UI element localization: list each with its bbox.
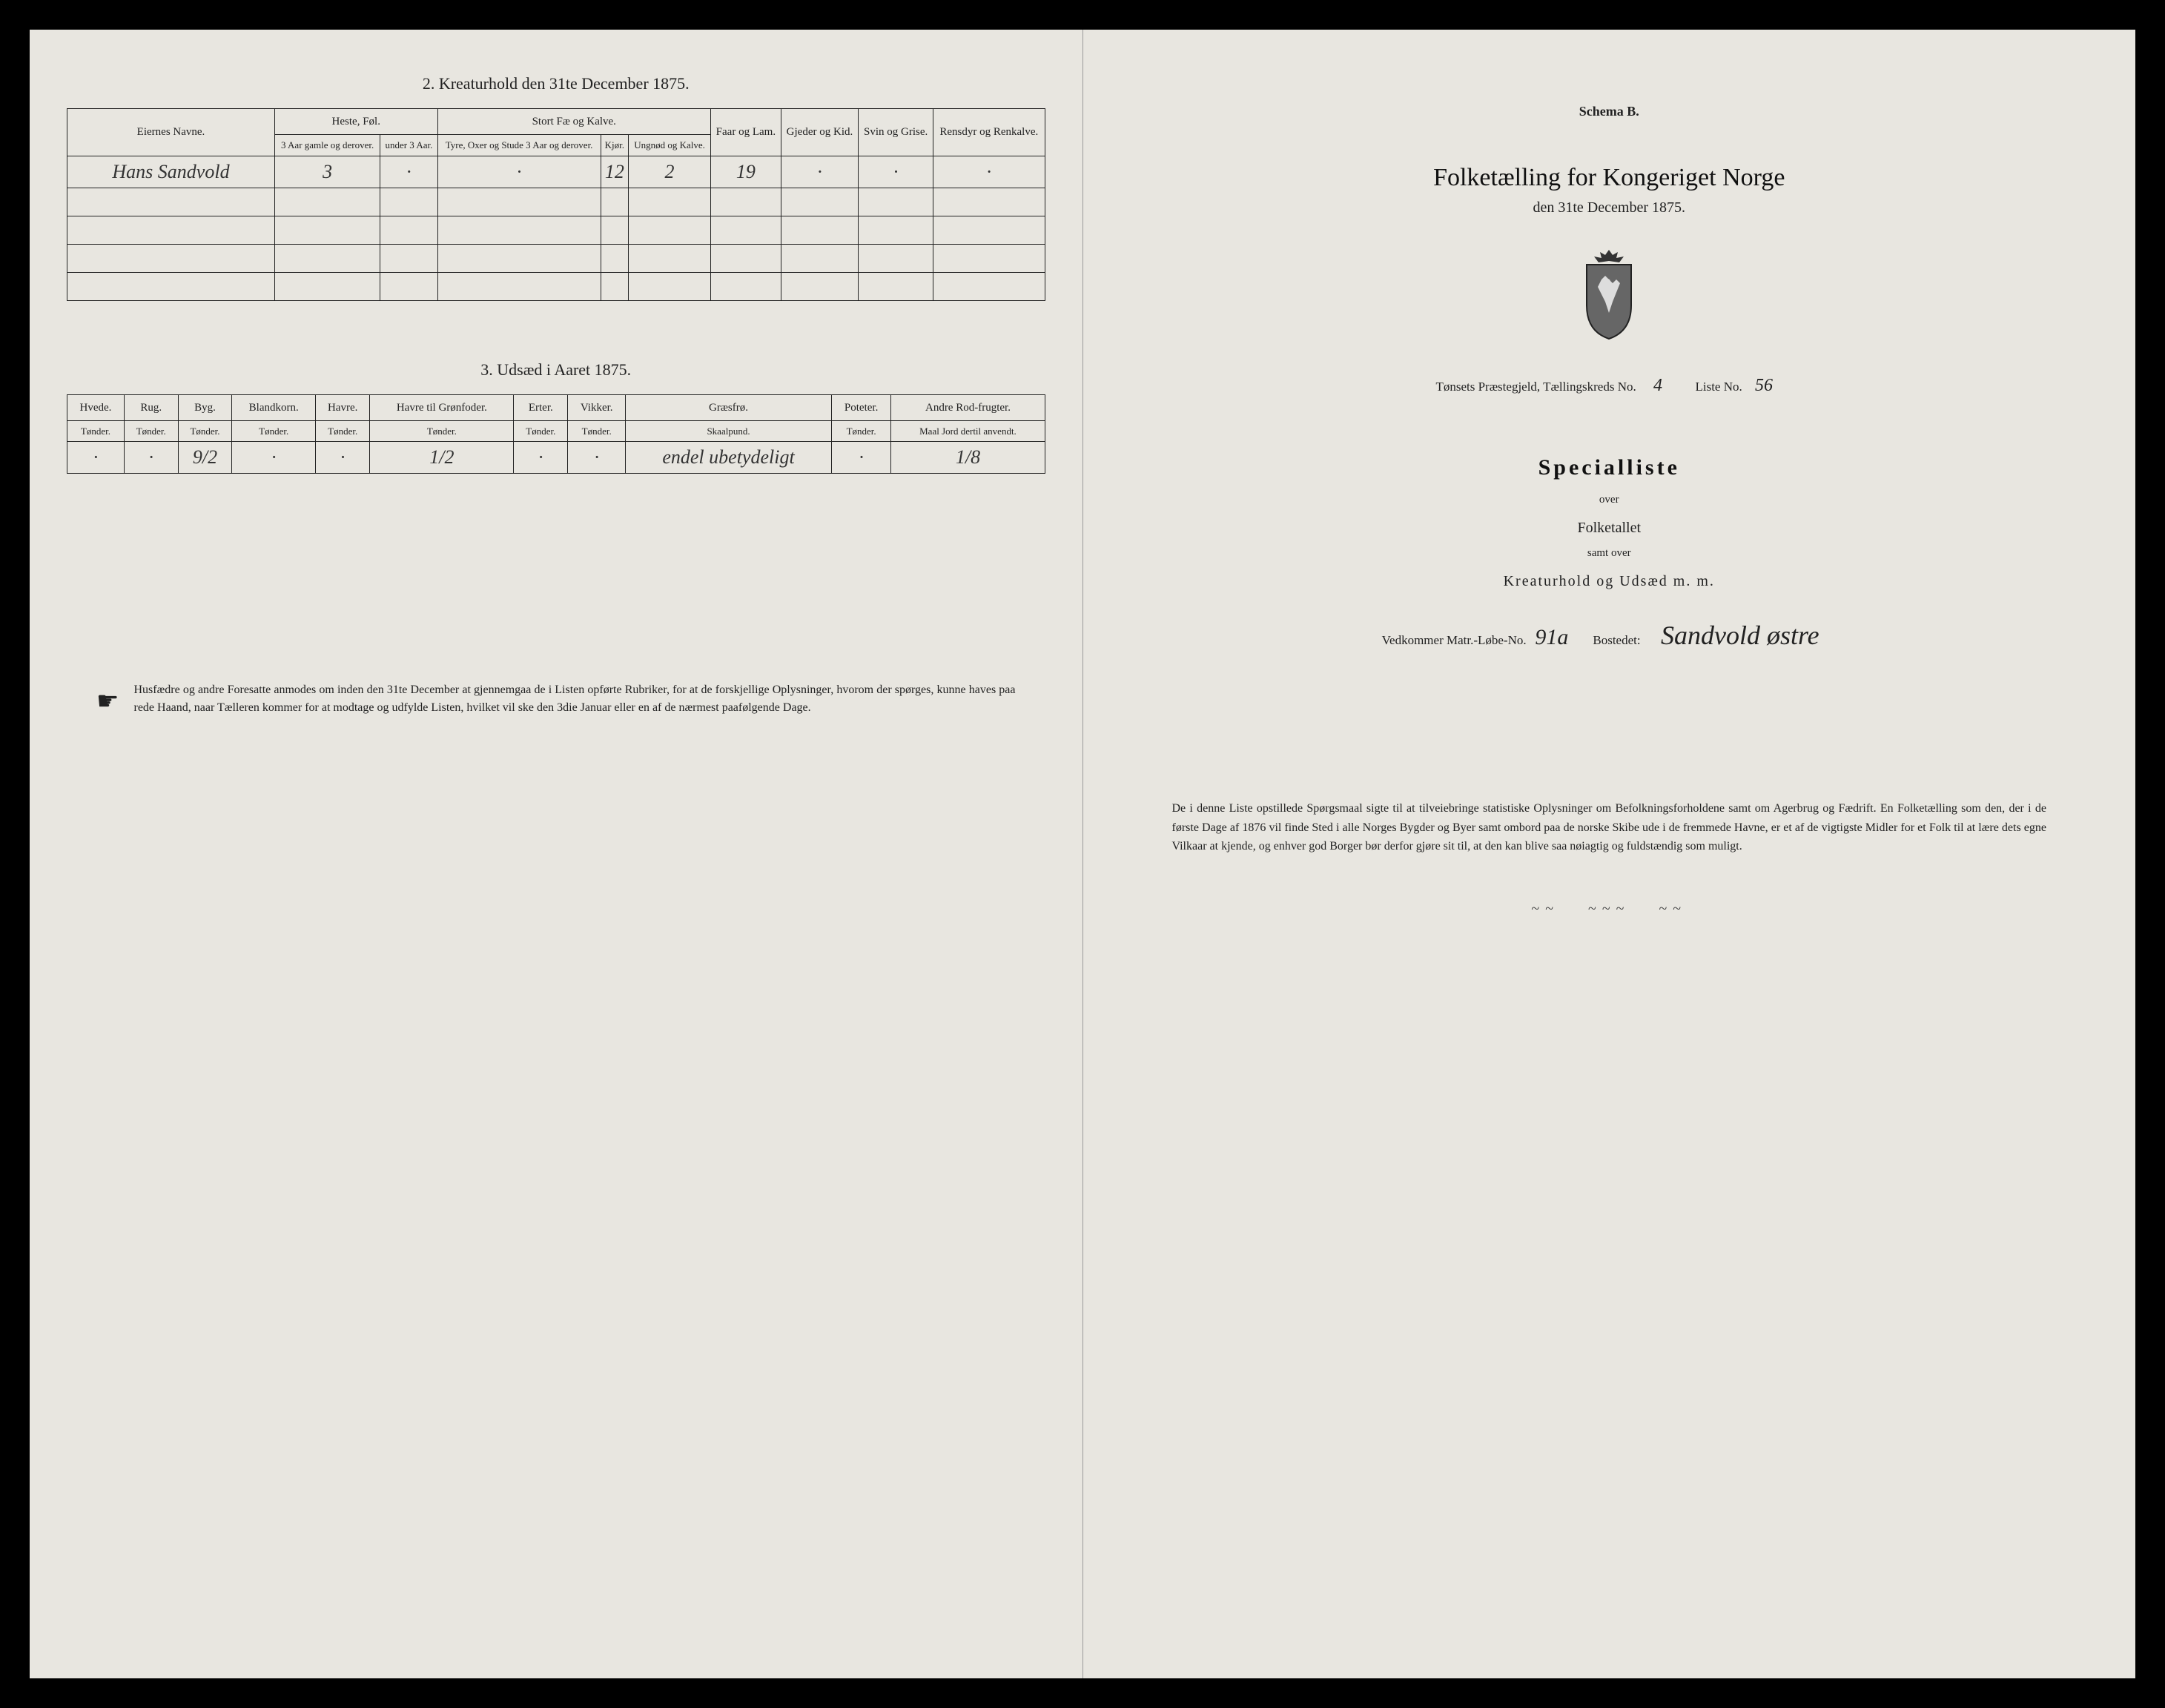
district-number: 4 — [1639, 376, 1676, 396]
col-cattle-b: Kjør. — [601, 135, 628, 156]
bostedet-label: Bostedet: — [1593, 633, 1640, 647]
col-reindeer: Rensdyr og Renkalve. — [933, 109, 1045, 156]
col-goats: Gjeder og Kid. — [781, 109, 858, 156]
page-left: 2. Kreaturhold den 31te December 1875. E… — [30, 30, 1083, 1678]
owner-name: Hans Sandvold — [67, 156, 275, 188]
seed-col-header: Hvede. — [67, 394, 125, 420]
col-cattle-a: Tyre, Oxer og Stude 3 Aar og derover. — [437, 135, 601, 156]
seed-col-unit: Tønder. — [232, 420, 316, 442]
cell: · — [232, 442, 316, 474]
matr-line: Vedkommer Matr.-Løbe-No. 91a Bostedet: S… — [1120, 620, 2099, 651]
table-row — [67, 188, 1045, 216]
main-title: Folketælling for Kongeriget Norge — [1120, 164, 2099, 192]
cell: · — [437, 156, 601, 188]
liste-label: Liste No. — [1695, 380, 1742, 394]
seed-col-unit: Tønder. — [316, 420, 370, 442]
col-owner-name: Eiernes Navne. — [67, 109, 275, 156]
seed-col-unit: Tønder. — [370, 420, 514, 442]
table-row: ··9/2··1/2··endel ubetydeligt·1/8 — [67, 442, 1045, 474]
seed-col-header: Andre Rod-frugter. — [891, 394, 1045, 420]
cell: 1/8 — [891, 442, 1045, 474]
livestock-table: Eiernes Navne. Heste, Føl. Stort Fæ og K… — [67, 108, 1045, 301]
district-prefix: Tønsets Præstegjeld, Tællingskreds No. — [1435, 380, 1636, 394]
seed-col-unit: Tønder. — [67, 420, 125, 442]
seed-col-unit: Maal Jord dertil anvendt. — [891, 420, 1045, 442]
matr-label: Vedkommer Matr.-Løbe-No. — [1382, 633, 1527, 647]
seed-col-header: Rug. — [124, 394, 178, 420]
seed-col-header: Græsfrø. — [626, 394, 832, 420]
cell: · — [933, 156, 1045, 188]
liste-number: 56 — [1745, 376, 1782, 396]
cell: · — [859, 156, 933, 188]
cell: · — [568, 442, 626, 474]
col-group-horses: Heste, Føl. — [275, 109, 438, 135]
seed-col-unit: Tønder. — [514, 420, 568, 442]
seed-col-unit: Tønder. — [568, 420, 626, 442]
document-frame: 2. Kreaturhold den 31te December 1875. E… — [30, 30, 2135, 1678]
table-row — [67, 244, 1045, 272]
district-line: Tønsets Præstegjeld, Tællingskreds No. 4… — [1120, 376, 2099, 396]
instructions-paragraph: De i denne Liste opstillede Spørgsmaal s… — [1120, 799, 2099, 856]
seed-col-unit: Tønder. — [178, 420, 232, 442]
cell: 1/2 — [370, 442, 514, 474]
col-group-cattle: Stort Fæ og Kalve. — [437, 109, 711, 135]
seed-col-unit: Tønder. — [124, 420, 178, 442]
specialliste-heading: Specialliste — [1120, 455, 2099, 480]
footnote-text: Husfædre og andre Foresatte anmodes om i… — [133, 681, 1015, 721]
samt-over-label: samt over — [1120, 547, 2099, 560]
seed-col-header: Havre. — [316, 394, 370, 420]
footnote-block: ☛ Husfædre og andre Foresatte anmodes om… — [67, 681, 1045, 721]
folketallet-label: Folketallet — [1120, 520, 2099, 537]
col-horses-a: 3 Aar gamle og derover. — [275, 135, 380, 156]
cell: 19 — [711, 156, 781, 188]
seed-col-header: Vikker. — [568, 394, 626, 420]
seed-col-header: Erter. — [514, 394, 568, 420]
cell: · — [831, 442, 891, 474]
seed-col-header: Havre til Grønfoder. — [370, 394, 514, 420]
col-horses-b: under 3 Aar. — [380, 135, 437, 156]
page-right: Schema B. Folketælling for Kongeriget No… — [1083, 30, 2136, 1678]
cell: 3 — [275, 156, 380, 188]
cell: · — [380, 156, 437, 188]
cell: · — [67, 442, 125, 474]
col-sheep: Faar og Lam. — [711, 109, 781, 156]
seed-col-unit: Skaalpund. — [626, 420, 832, 442]
seed-col-header: Poteter. — [831, 394, 891, 420]
table-row — [67, 272, 1045, 300]
col-pigs: Svin og Grise. — [859, 109, 933, 156]
seed-table: Hvede.Rug.Byg.Blandkorn.Havre.Havre til … — [67, 394, 1045, 474]
seed-col-header: Byg. — [178, 394, 232, 420]
cell: · — [316, 442, 370, 474]
seed-col-header: Blandkorn. — [232, 394, 316, 420]
main-subtitle: den 31te December 1875. — [1120, 199, 2099, 216]
cell: endel ubetydeligt — [626, 442, 832, 474]
cell: · — [124, 442, 178, 474]
section3-title: 3. Udsæd i Aaret 1875. — [67, 360, 1045, 380]
cell: · — [781, 156, 858, 188]
bostedet-value: Sandvold østre — [1644, 620, 1837, 651]
cell: 9/2 — [178, 442, 232, 474]
cell: · — [514, 442, 568, 474]
col-cattle-c: Ungnød og Kalve. — [629, 135, 711, 156]
section2-title: 2. Kreaturhold den 31te December 1875. — [67, 74, 1045, 93]
table-row: Hans Sandvold 3 · · 12 2 19 · · · — [67, 156, 1045, 188]
page-footer-marks: ~~ ~~~ ~~ — [1120, 901, 2099, 918]
schema-label: Schema B. — [1120, 104, 2099, 119]
kreatur-line: Kreaturhold og Udsæd m. m. — [1120, 573, 2099, 590]
cell: 2 — [629, 156, 711, 188]
pointing-hand-icon: ☛ — [96, 683, 119, 721]
over-label: over — [1120, 494, 2099, 506]
coat-of-arms-icon — [1120, 246, 2099, 346]
cell: 12 — [601, 156, 628, 188]
matr-number: 91a — [1530, 625, 1574, 650]
seed-col-unit: Tønder. — [831, 420, 891, 442]
table-row — [67, 216, 1045, 244]
